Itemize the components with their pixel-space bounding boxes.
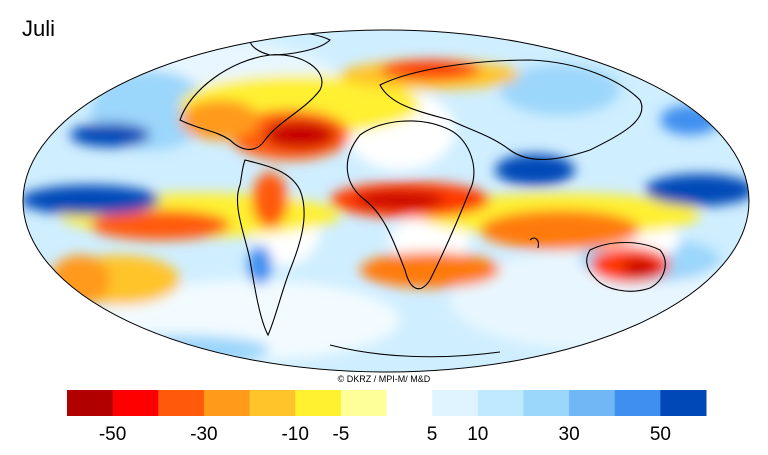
- legend-swatch: [386, 390, 433, 416]
- legend-swatch: [295, 390, 342, 416]
- legend-swatch: [340, 390, 387, 416]
- legend-tick-label: 10: [467, 424, 489, 445]
- legend-swatch: [523, 390, 570, 416]
- legend-swatch: [660, 390, 707, 416]
- coastlines: [179, 31, 666, 358]
- legend-tick-label: -10: [281, 424, 309, 445]
- legend-swatch: [477, 390, 524, 416]
- legend-swatch: [158, 390, 205, 416]
- legend-tick-label: 5: [426, 424, 438, 445]
- month-title: Juli: [22, 16, 56, 41]
- legend-tick-label: -50: [98, 424, 127, 445]
- globe-outline: [22, 29, 750, 373]
- legend-tick-label: 30: [558, 424, 580, 445]
- legend-swatch: [203, 390, 251, 416]
- legend-tick-label: 50: [649, 424, 671, 445]
- credit-text: © DKRZ / MPI-M/ M&D: [337, 374, 431, 384]
- legend-swatch: [432, 390, 479, 416]
- legend-swatch: [614, 390, 661, 416]
- legend-tick-label: -5: [332, 424, 350, 445]
- legend-swatch: [569, 390, 616, 416]
- legend-swatch: [112, 390, 159, 416]
- legend-tick-label: -30: [190, 424, 218, 445]
- legend-swatch: [249, 390, 296, 416]
- legend-swatch: [67, 390, 114, 416]
